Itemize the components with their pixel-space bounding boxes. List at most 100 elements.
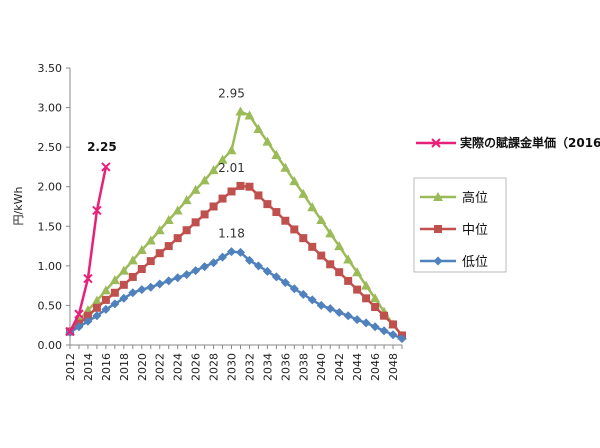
data-point [92, 205, 102, 216]
y-tick-label: 2.50 [38, 141, 63, 154]
data-point [280, 277, 290, 287]
y-tick-label: 1.00 [38, 260, 63, 273]
legend-label: 中位 [462, 223, 488, 238]
data-point [199, 175, 210, 185]
marker-x-stroke [83, 273, 93, 284]
legend-box [413, 177, 507, 273]
series-x [65, 162, 111, 337]
data-point [389, 320, 398, 329]
data-point [137, 265, 146, 274]
data-point [190, 184, 201, 194]
data-point [370, 322, 380, 332]
data-point [272, 208, 281, 217]
legend-marker [431, 138, 441, 148]
marker-x-stroke [101, 162, 111, 172]
data-point [227, 187, 236, 196]
series-line [69, 184, 403, 337]
series-square [66, 181, 406, 340]
data-label: 2.25 [87, 140, 117, 154]
data-point [254, 191, 263, 200]
data-point [227, 247, 237, 257]
data-point [307, 295, 317, 305]
data-point [335, 268, 344, 277]
data-point [110, 299, 120, 309]
x-tick-label: 2034 [261, 353, 274, 381]
y-axis-label: 円/kWh [12, 187, 25, 226]
data-point [164, 242, 173, 251]
data-point [181, 195, 192, 205]
data-point [262, 266, 272, 276]
x-tick-label: 2024 [172, 353, 185, 381]
data-point [298, 289, 308, 299]
data-point [182, 226, 191, 235]
data-point [209, 258, 219, 268]
data-point [182, 270, 192, 280]
data-point [326, 260, 335, 269]
legend-label: 高位 [462, 190, 488, 206]
data-point [109, 275, 120, 285]
data-point [127, 255, 138, 265]
data-point [235, 247, 245, 257]
legend-label: 実際の賦課金単価（2016） [460, 135, 600, 150]
y-tick-label: 2.00 [38, 181, 63, 194]
data-point [100, 285, 111, 295]
x-tick-label: 2016 [100, 353, 113, 381]
x-tick-label: 2044 [351, 353, 364, 381]
data-point [101, 295, 110, 304]
data-point [316, 300, 326, 310]
x-tick-label: 2038 [297, 353, 310, 381]
series-group [65, 106, 407, 344]
data-point [244, 110, 255, 120]
data-point [317, 251, 326, 260]
data-point [110, 288, 119, 297]
x-tick-label: 2018 [118, 353, 131, 381]
data-point [280, 162, 291, 172]
data-point [74, 309, 84, 319]
data-point [217, 154, 228, 164]
data-point [173, 273, 183, 283]
data-point [299, 234, 308, 243]
data-point [334, 241, 345, 251]
data-point [191, 266, 201, 276]
data-point [235, 106, 246, 116]
x-tick-label: 2030 [226, 353, 239, 381]
data-point [119, 280, 128, 289]
data-point [308, 242, 317, 251]
data-point [208, 165, 219, 175]
data-point [325, 304, 335, 314]
x-tick-label: 2040 [315, 353, 328, 381]
data-point [352, 267, 363, 277]
data-point [218, 194, 227, 203]
annotations: 2.95 2.01 1.18 2.25 [87, 87, 245, 241]
data-point [397, 334, 407, 344]
data-point [245, 182, 254, 191]
data-point [352, 315, 362, 325]
data-point [253, 123, 264, 133]
x-tick-label: 2032 [243, 353, 256, 381]
data-point [145, 235, 156, 245]
data-point [101, 162, 111, 172]
data-point [128, 272, 137, 281]
data-point [289, 176, 300, 186]
legend-actual: 実際の賦課金単価（2016） [416, 135, 600, 150]
data-point [155, 249, 164, 258]
x-tick-label: 2020 [136, 353, 149, 381]
x-tick-label: 2042 [333, 353, 346, 381]
data-point [226, 145, 237, 155]
legend-marker [433, 192, 443, 201]
data-point [200, 210, 209, 219]
data-point [218, 252, 228, 262]
x-tick-label: 2048 [387, 353, 400, 381]
data-label: 2.95 [218, 87, 245, 101]
data-point [271, 150, 282, 160]
legend-marker [434, 225, 442, 233]
data-point [92, 303, 101, 312]
data-point [155, 279, 165, 289]
data-point [91, 295, 102, 305]
data-point [343, 254, 354, 264]
marker-x-stroke [431, 138, 441, 148]
data-point [379, 326, 389, 336]
data-point [136, 245, 147, 255]
data-point [209, 202, 218, 211]
